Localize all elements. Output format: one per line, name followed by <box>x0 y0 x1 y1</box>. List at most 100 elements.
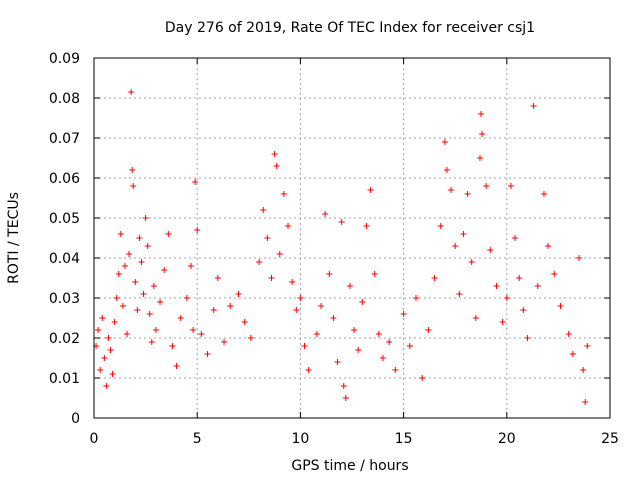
data-point <box>119 303 126 309</box>
y-tick-label: 0 <box>71 411 80 427</box>
data-point <box>530 103 537 109</box>
axis-ticks <box>93 57 611 419</box>
data-point <box>507 183 514 189</box>
data-point <box>101 355 108 361</box>
data-point <box>431 275 438 281</box>
data-point <box>138 259 145 265</box>
data-point <box>342 395 349 401</box>
data-point <box>183 295 190 301</box>
data-point <box>194 227 201 233</box>
data-point <box>136 235 143 241</box>
data-point <box>109 371 116 377</box>
data-point <box>499 319 506 325</box>
data-point <box>130 183 137 189</box>
data-point <box>134 307 141 313</box>
data-point <box>198 331 205 337</box>
data-point <box>448 187 455 193</box>
data-point <box>227 303 234 309</box>
data-point <box>569 351 576 357</box>
data-point <box>301 343 308 349</box>
data-point <box>297 295 304 301</box>
data-point <box>285 223 292 229</box>
data-point <box>359 299 366 305</box>
data-point <box>534 283 541 289</box>
x-tick-label: 0 <box>90 431 99 447</box>
data-point <box>493 283 500 289</box>
data-point <box>146 311 153 317</box>
data-point <box>379 355 386 361</box>
y-tick-label: 0.02 <box>49 331 80 347</box>
x-tick-labels: 0 5 10 15 20 25 <box>90 431 619 447</box>
data-point <box>313 331 320 337</box>
data-point <box>97 367 104 373</box>
y-tick-label: 0.08 <box>49 91 80 107</box>
y-tick-label: 0.06 <box>49 171 80 187</box>
data-point <box>103 383 110 389</box>
data-point <box>468 259 475 265</box>
data-point <box>565 331 572 337</box>
data-point <box>351 327 358 333</box>
x-tick-label: 15 <box>395 431 413 447</box>
y-tick-label: 0.03 <box>49 291 80 307</box>
data-point <box>271 151 278 157</box>
plot-frame <box>93 57 611 419</box>
data-point <box>487 247 494 253</box>
data-point <box>355 347 362 353</box>
data-point <box>322 211 329 217</box>
data-point <box>576 255 583 261</box>
chart-title: Day 276 of 2019, Rate Of TEC Index for r… <box>165 20 535 36</box>
y-tick-label: 0.04 <box>49 251 80 267</box>
data-point <box>483 183 490 189</box>
data-point <box>152 327 159 333</box>
data-point <box>204 351 211 357</box>
data-point <box>425 327 432 333</box>
x-tick-label: 25 <box>601 431 619 447</box>
data-point <box>476 155 483 161</box>
data-point <box>516 275 523 281</box>
data-point <box>305 367 312 373</box>
data-point <box>557 303 564 309</box>
data-point <box>479 131 486 137</box>
data-point <box>188 263 195 269</box>
data-point <box>400 311 407 317</box>
data-point <box>326 271 333 277</box>
data-point <box>318 303 325 309</box>
data-point <box>264 235 271 241</box>
x-tick-label: 10 <box>291 431 309 447</box>
y-tick-label: 0.09 <box>49 51 80 67</box>
data-point <box>443 167 450 173</box>
data-point <box>437 223 444 229</box>
data-point <box>346 283 353 289</box>
data-point <box>460 231 467 237</box>
data-point <box>157 299 164 305</box>
data-point <box>524 335 531 341</box>
data-point <box>115 271 122 277</box>
y-tick-labels: 0 0.01 0.02 0.03 0.04 0.05 0.06 0.07 0.08 0.09 <box>49 51 80 427</box>
data-point <box>190 327 197 333</box>
data-point <box>584 343 591 349</box>
data-point <box>132 279 139 285</box>
data-point <box>95 327 102 333</box>
data-point <box>363 223 370 229</box>
data-point <box>340 383 347 389</box>
data-point <box>173 363 180 369</box>
data-point <box>117 231 124 237</box>
data-point <box>268 275 275 281</box>
data-point <box>161 267 168 273</box>
data-point <box>289 279 296 285</box>
data-points <box>93 89 591 405</box>
data-point <box>406 343 413 349</box>
data-point <box>580 367 587 373</box>
data-point <box>375 331 382 337</box>
data-point <box>126 251 133 257</box>
data-point <box>419 375 426 381</box>
data-point <box>280 191 287 197</box>
data-point <box>140 291 147 297</box>
data-point <box>412 295 419 301</box>
x-tick-label: 5 <box>193 431 202 447</box>
data-point <box>293 307 300 313</box>
data-point <box>241 319 248 325</box>
data-point <box>192 179 199 185</box>
data-point <box>150 283 157 289</box>
